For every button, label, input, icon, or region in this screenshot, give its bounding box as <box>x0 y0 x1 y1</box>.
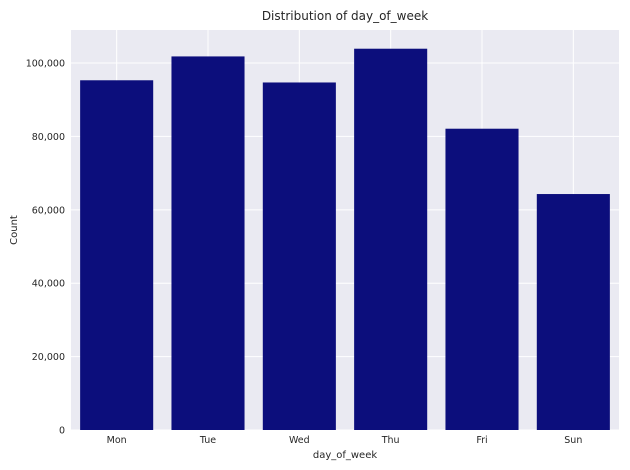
bar-wed <box>262 82 336 431</box>
x-tick-label: Sun <box>564 435 582 446</box>
plot-area <box>71 30 619 430</box>
x-axis-label: day_of_week <box>313 450 378 461</box>
bar-tue <box>171 56 245 430</box>
y-tick-label: 80,000 <box>32 132 65 143</box>
y-tick-labels: 0 20,000 40,000 60,000 80,000 100,000 <box>26 59 65 437</box>
y-tick-label: 20,000 <box>32 352 65 363</box>
bars <box>80 48 610 431</box>
x-tick-label: Thu <box>381 435 400 446</box>
bar-mon <box>80 80 154 430</box>
y-tick-label: 40,000 <box>32 279 65 290</box>
y-tick-label: 100,000 <box>26 59 65 70</box>
x-tick-label: Wed <box>289 435 310 446</box>
bar-thu <box>354 48 428 430</box>
chart-title: Distribution of day_of_week <box>262 9 428 23</box>
x-tick-label: Mon <box>107 435 127 446</box>
y-tick-label: 0 <box>59 426 65 437</box>
x-tick-label: Fri <box>476 435 487 446</box>
x-tick-labels: Mon Tue Wed Thu Fri Sun <box>107 435 583 446</box>
y-tick-label: 60,000 <box>32 205 65 216</box>
y-axis-label: Count <box>9 215 20 245</box>
x-tick-label: Tue <box>199 435 216 446</box>
bar-sun <box>536 194 610 430</box>
bar-fri <box>445 128 519 431</box>
